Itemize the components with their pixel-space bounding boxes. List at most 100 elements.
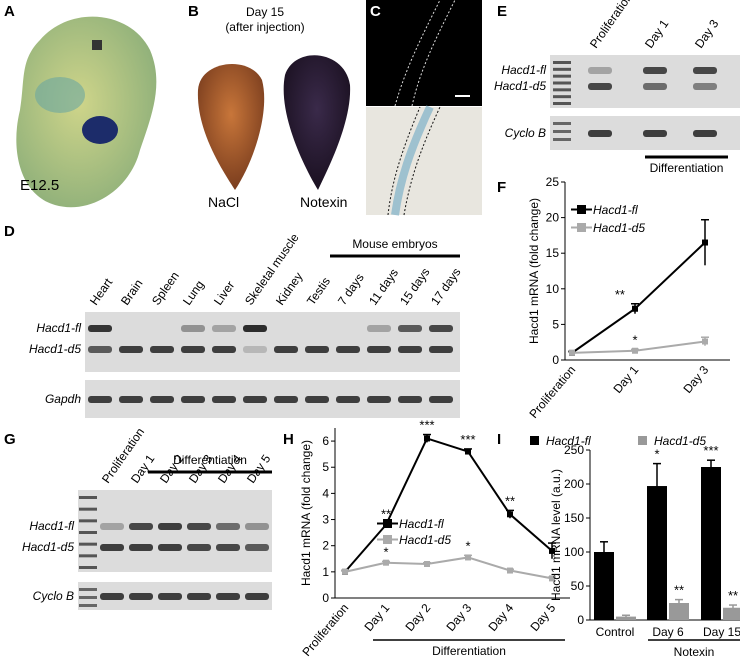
band xyxy=(129,593,153,600)
y-tick-label: 150 xyxy=(564,511,584,525)
legend-label: Hacd1-fl xyxy=(593,203,638,217)
line xyxy=(571,241,706,354)
ladder-band xyxy=(79,542,97,546)
group-label: Notexin xyxy=(674,645,715,659)
annotation: *** xyxy=(460,432,475,447)
gel xyxy=(85,380,460,418)
band xyxy=(398,346,422,353)
y-tick-label: 15 xyxy=(546,246,560,260)
legend-label: Hacd1-d5 xyxy=(654,434,706,448)
stained-fiber xyxy=(391,105,434,216)
line xyxy=(344,437,553,573)
ladder-band xyxy=(79,566,97,569)
band xyxy=(216,523,240,530)
ladder-band xyxy=(79,554,97,558)
panel-label: C xyxy=(370,3,381,20)
lane-label: Testis xyxy=(304,275,333,308)
y-tick-label: 1 xyxy=(322,565,329,579)
lane-label: Day 1 xyxy=(128,452,158,486)
lane-label: Kidney xyxy=(273,270,306,308)
band xyxy=(305,396,329,403)
y-tick-label: 0 xyxy=(552,353,559,367)
outline xyxy=(403,106,441,216)
band xyxy=(588,83,612,90)
x-tick-label: Day 15 xyxy=(703,625,740,639)
x-tick-label: Proliferation xyxy=(299,601,351,659)
band xyxy=(588,67,612,74)
band xyxy=(100,593,124,600)
ladder-band xyxy=(553,88,571,92)
y-axis-label: Hacd1 mRNA (fold change) xyxy=(299,440,313,586)
band xyxy=(119,396,143,403)
ladder-band xyxy=(553,122,571,125)
legend-swatch xyxy=(530,436,539,445)
annotation: ** xyxy=(505,493,515,508)
band xyxy=(643,67,667,74)
band xyxy=(274,346,298,353)
annotation: * xyxy=(632,332,637,347)
ladder-band xyxy=(79,588,97,591)
band xyxy=(693,83,717,90)
band xyxy=(88,325,112,332)
outline xyxy=(394,0,441,107)
annotation: * xyxy=(654,447,659,462)
y-axis-label: Hacd1 mRNA level (a.u.) xyxy=(549,469,563,601)
gel xyxy=(550,55,740,108)
outline xyxy=(387,106,421,216)
bar xyxy=(647,486,667,620)
band xyxy=(181,346,205,353)
muscle-photo xyxy=(283,55,351,190)
band xyxy=(88,396,112,403)
gel xyxy=(85,312,460,372)
band xyxy=(129,544,153,551)
band xyxy=(245,544,269,551)
band xyxy=(216,544,240,551)
sample-label: NaCl xyxy=(208,194,239,210)
ladder-band xyxy=(79,507,97,511)
y-tick-label: 0 xyxy=(577,613,584,627)
bar xyxy=(594,552,614,620)
lane-label: Lung xyxy=(180,278,207,308)
band xyxy=(187,593,211,600)
x-tick-label: Day 1 xyxy=(610,363,641,396)
legend-label: Hacd1-d5 xyxy=(593,221,645,235)
sample-label: Notexin xyxy=(300,194,347,210)
band xyxy=(588,130,612,137)
band-label: Gapdh xyxy=(45,392,81,406)
band xyxy=(398,396,422,403)
subtitle: (after injection) xyxy=(225,20,304,34)
y-tick-label: 50 xyxy=(571,579,585,593)
legend-label: Hacd1-fl xyxy=(399,517,444,531)
group-label: Mouse embryos xyxy=(352,237,437,251)
band xyxy=(429,396,453,403)
band xyxy=(181,396,205,403)
embryo-stain xyxy=(35,77,85,113)
title: Day 15 xyxy=(246,5,284,19)
x-tick-label: Day 2 xyxy=(402,601,433,634)
ladder-band xyxy=(79,604,97,607)
x-tick-label: Day 1 xyxy=(361,601,392,634)
y-tick-label: 6 xyxy=(322,434,329,448)
ladder-band xyxy=(79,496,97,499)
lane-label: 7 days xyxy=(335,271,367,308)
lane-label: 11 days xyxy=(366,266,401,308)
band-label: Hacd1-fl xyxy=(501,63,546,77)
bar xyxy=(616,616,636,620)
ladder-band xyxy=(553,138,571,141)
ladder-band xyxy=(553,67,571,71)
band xyxy=(367,396,391,403)
panel-label: A xyxy=(4,3,15,20)
band xyxy=(245,523,269,530)
y-axis-label: Hacd1 mRNA (fold change) xyxy=(527,198,541,344)
gel xyxy=(78,490,272,572)
line xyxy=(571,340,706,354)
lane-label: Skeletal muscle xyxy=(242,231,302,308)
ladder-band xyxy=(79,596,97,599)
band xyxy=(181,325,205,332)
annotation: ** xyxy=(674,583,684,598)
band xyxy=(129,523,153,530)
ladder-band xyxy=(553,74,571,78)
band xyxy=(212,346,236,353)
band xyxy=(119,346,143,353)
